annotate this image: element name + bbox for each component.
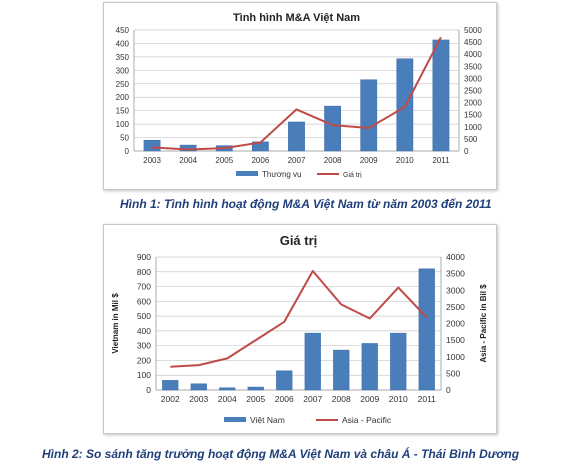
- bar: [418, 268, 435, 391]
- y-right-tick-label: 3500: [464, 62, 482, 71]
- chart-title: Giá trị: [280, 233, 318, 248]
- y-left-tick-label: 350: [116, 53, 130, 62]
- x-tick-label: 2010: [396, 156, 414, 165]
- bar: [190, 383, 207, 391]
- bar: [324, 105, 341, 152]
- y-left-tick-label: 250: [116, 80, 130, 89]
- legend-bar-label: Thương vụ: [262, 170, 302, 179]
- legend-bar-swatch: [224, 417, 246, 422]
- x-tick-label: 2002: [161, 394, 180, 404]
- y-right-tick-label: 2500: [464, 87, 482, 96]
- figure-1-caption: Hình 1: Tình hình hoạt động M&A Việt Nam…: [120, 197, 492, 211]
- y-left-tick-label: 300: [116, 66, 130, 75]
- y-right-tick-label: 1500: [446, 335, 465, 345]
- y-right-tick-label: 500: [446, 368, 460, 378]
- y-left-tick-label: 150: [116, 107, 130, 116]
- y-left-tick-label: 0: [125, 147, 130, 156]
- y-left-tick-label: 800: [137, 267, 151, 277]
- y-right-tick-label: 0: [464, 147, 469, 156]
- y-right-tick-label: 1500: [464, 111, 482, 120]
- y-right-tick-label: 0: [446, 385, 451, 395]
- chart-2-svg: Giá trị 0 100 200 300 400 500 600 700 800 900 0 500 1…: [111, 233, 488, 425]
- y-right-tick-label: 4500: [464, 38, 482, 47]
- x-tick-label: 2003: [143, 156, 161, 165]
- legend-line-label: Asia - Pacific: [342, 415, 392, 425]
- legend-bar-label: Việt Nam: [250, 415, 285, 425]
- bar: [390, 332, 407, 391]
- y-left-tick-label: 100: [137, 370, 151, 380]
- bar: [361, 343, 378, 391]
- x-tick-label: 2009: [360, 394, 379, 404]
- legend-bar-swatch: [236, 171, 258, 176]
- x-tick-label: 2008: [324, 156, 342, 165]
- y-left-tick-label: 300: [137, 341, 151, 351]
- y-right-tick-label: 500: [464, 135, 478, 144]
- bar: [432, 39, 450, 152]
- x-tick-label: 2005: [215, 156, 233, 165]
- y-left-tick-label: 100: [116, 120, 130, 129]
- y-left-tick-label: 600: [137, 296, 151, 306]
- y-left-tick-label: 700: [137, 282, 151, 292]
- x-tick-label: 2010: [389, 394, 408, 404]
- y-right-tick-label: 2000: [464, 99, 482, 108]
- bar: [143, 139, 161, 152]
- figure-2-caption: Hình 2: So sánh tăng trưởng hoạt động M&…: [42, 447, 520, 461]
- bar: [247, 386, 264, 391]
- x-tick-label: 2008: [332, 394, 351, 404]
- x-tick-label: 2007: [303, 394, 322, 404]
- x-tick-label: 2009: [360, 156, 378, 165]
- y-right-tick-label: 1000: [446, 352, 465, 362]
- y-right-tick-label: 3000: [464, 74, 482, 83]
- y-right-tick-label: 2000: [446, 319, 465, 329]
- chart-1: Tình hình M&A Việt Nam 0 50 100 150 200 250 300…: [103, 2, 497, 190]
- y-right-tick-label: 5000: [464, 26, 482, 35]
- y-right-tick-label: 4000: [446, 252, 465, 262]
- chart-2: Giá trị 0 100 200 300 400 500 600 700 800 900 0 500 1…: [103, 224, 497, 434]
- y-left-axis-title: Vietnam in Mil $: [111, 293, 120, 354]
- bar: [333, 349, 350, 391]
- bar: [288, 121, 305, 152]
- y-left-tick-label: 400: [116, 39, 130, 48]
- bar: [304, 332, 321, 391]
- y-right-tick-label: 3000: [446, 285, 465, 295]
- y-left-tick-label: 200: [137, 355, 151, 365]
- bar: [219, 387, 236, 391]
- x-tick-label: 2006: [251, 156, 269, 165]
- y-right-tick-label: 4000: [464, 50, 482, 59]
- y-left-tick-label: 200: [116, 93, 130, 102]
- bar: [276, 370, 293, 391]
- x-tick-label: 2005: [246, 394, 265, 404]
- y-right-tick-label: 1000: [464, 123, 482, 132]
- y-left-tick-label: 500: [137, 311, 151, 321]
- y-left-tick-label: 450: [116, 26, 130, 35]
- x-tick-label: 2003: [189, 394, 208, 404]
- bar: [360, 79, 378, 152]
- y-right-axis-title: Asia - Pacific in Bil $: [479, 284, 488, 363]
- y-left-tick-label: 50: [120, 134, 129, 143]
- chart-1-svg: Tình hình M&A Việt Nam 0 50 100 150 200 250 300…: [116, 12, 483, 179]
- x-tick-label: 2004: [218, 394, 237, 404]
- legend-line-label: Giá trị: [343, 172, 362, 179]
- y-right-tick-label: 2500: [446, 302, 465, 312]
- chart-title: Tình hình M&A Việt Nam: [233, 12, 360, 24]
- y-right-tick-label: 3500: [446, 269, 465, 279]
- x-tick-label: 2011: [418, 394, 437, 404]
- y-left-tick-label: 400: [137, 326, 151, 336]
- x-tick-label: 2004: [179, 156, 197, 165]
- x-tick-label: 2006: [275, 394, 294, 404]
- x-tick-label: 2007: [288, 156, 306, 165]
- x-tick-label: 2011: [432, 156, 450, 165]
- y-left-tick-label: 0: [146, 385, 151, 395]
- line-series: [152, 36, 442, 151]
- y-left-tick-label: 900: [137, 252, 151, 262]
- bar: [162, 380, 179, 391]
- line-series: [170, 270, 428, 368]
